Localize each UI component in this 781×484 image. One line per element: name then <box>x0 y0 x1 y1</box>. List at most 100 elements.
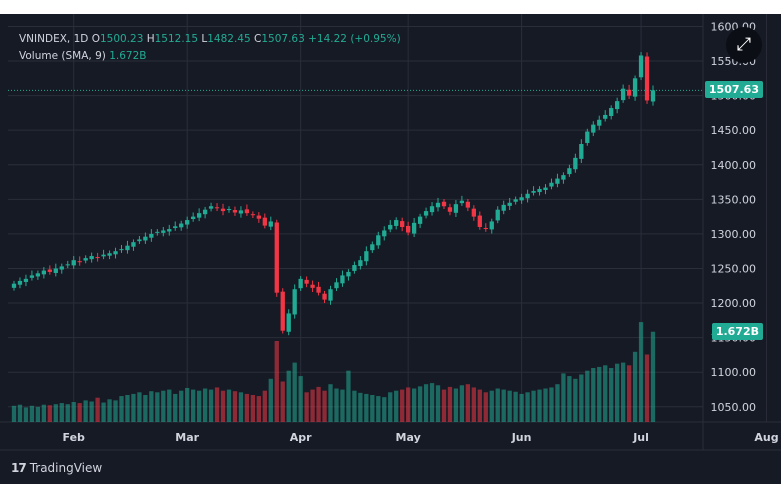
volume-bar <box>173 393 178 422</box>
volume-bar <box>161 390 166 422</box>
candle-body <box>531 191 536 193</box>
candle-body <box>125 245 130 251</box>
legend-open-label: O <box>91 33 100 45</box>
tradingview-logo-text: TradingView <box>29 461 103 475</box>
volume-bar <box>29 405 35 422</box>
candle-body <box>597 119 602 126</box>
candle-body <box>262 217 267 226</box>
volume-bar <box>405 387 411 422</box>
price-tick-label: 1450.00 <box>711 124 757 137</box>
volume-bar <box>232 391 238 422</box>
volume-bar <box>274 341 279 422</box>
volume-bar <box>143 395 148 422</box>
candle-body <box>310 284 315 288</box>
candle-body <box>459 200 465 204</box>
candle-body <box>489 221 494 230</box>
volume-bar <box>131 393 136 422</box>
candle-body <box>256 215 262 219</box>
volume-bar <box>591 368 596 422</box>
candle-body <box>83 258 88 261</box>
volume-bar <box>53 404 58 422</box>
candle-body <box>423 211 429 216</box>
candle-body <box>609 108 614 116</box>
volume-bar <box>328 384 333 422</box>
candle-body <box>59 266 64 270</box>
volume-bar <box>531 390 536 422</box>
candle-body <box>208 206 214 209</box>
volume-bar <box>167 389 172 422</box>
volume-bar <box>292 362 297 422</box>
candle-body <box>400 221 405 227</box>
candle-body <box>77 261 82 263</box>
time-tick-label: Aug <box>754 431 778 444</box>
price-tick-label: 1100.00 <box>711 366 757 379</box>
candle-body <box>483 228 488 230</box>
candle-body <box>316 286 321 293</box>
volume-bar <box>579 374 584 422</box>
candle-body <box>549 182 554 187</box>
candle-body <box>155 231 160 233</box>
volume-bar <box>423 384 429 422</box>
candle-body <box>185 220 190 225</box>
volume-bar <box>346 370 351 422</box>
volume-bar <box>400 389 405 422</box>
candle-body <box>411 222 417 234</box>
candlestick-chart[interactable]: 1050.001100.001150.001200.001250.001300.… <box>0 14 781 484</box>
candle-body <box>495 209 500 221</box>
volume-bar <box>603 365 608 422</box>
volume-bar <box>459 385 465 422</box>
volume-bar <box>471 387 476 422</box>
candle-body <box>226 209 232 211</box>
price-tick-label: 1200.00 <box>711 297 757 310</box>
volume-bar <box>208 389 214 422</box>
candle-body <box>429 206 435 213</box>
volume-bar <box>513 391 518 422</box>
volume-bar <box>417 386 423 422</box>
volume-bar <box>352 390 357 422</box>
candle-body <box>131 242 136 247</box>
volume-bar <box>286 370 291 422</box>
volume-bar <box>262 390 267 422</box>
volume-bar <box>101 402 106 422</box>
candle-body <box>346 271 351 277</box>
volume-bar <box>47 405 52 422</box>
volume-bar <box>202 388 208 422</box>
candle-body <box>537 188 542 193</box>
volume-bar <box>632 351 638 422</box>
volume-bar <box>185 387 190 422</box>
price-tick-label: 1350.00 <box>711 193 757 206</box>
expand-button[interactable]: ⤢ <box>726 27 762 63</box>
volume-bar <box>107 399 112 422</box>
candle-body <box>388 224 393 230</box>
candle-body <box>238 210 244 214</box>
legend-close: 1507.63 <box>261 33 305 45</box>
candle-body <box>417 216 423 224</box>
volume-bar <box>519 393 524 422</box>
volume-bar <box>268 378 273 422</box>
volume-bar <box>638 322 644 422</box>
candle-body <box>447 207 453 212</box>
candle-body <box>95 257 100 259</box>
tradingview-logo-mark: 17 <box>11 461 27 475</box>
volume-bar <box>495 388 500 422</box>
tradingview-logo[interactable]: 17 TradingView <box>11 461 102 475</box>
candle-body <box>286 313 291 332</box>
volume-bar <box>89 401 94 422</box>
candle-body <box>501 204 506 211</box>
volume-bar <box>280 381 285 422</box>
volume-bar <box>137 392 142 422</box>
candle-body <box>268 221 273 227</box>
volume-bar <box>650 331 656 422</box>
candle-body <box>632 78 638 97</box>
volume-bar <box>196 390 202 422</box>
volume-bar <box>220 390 226 422</box>
candle-body <box>405 225 411 233</box>
volume-bar <box>65 404 70 422</box>
volume-bar <box>244 393 250 422</box>
candle-body <box>441 201 447 207</box>
candle-body <box>555 178 560 184</box>
volume-bar <box>95 397 100 422</box>
candle-body <box>620 88 626 101</box>
candle-body <box>101 254 106 257</box>
volume-bar <box>537 389 542 422</box>
